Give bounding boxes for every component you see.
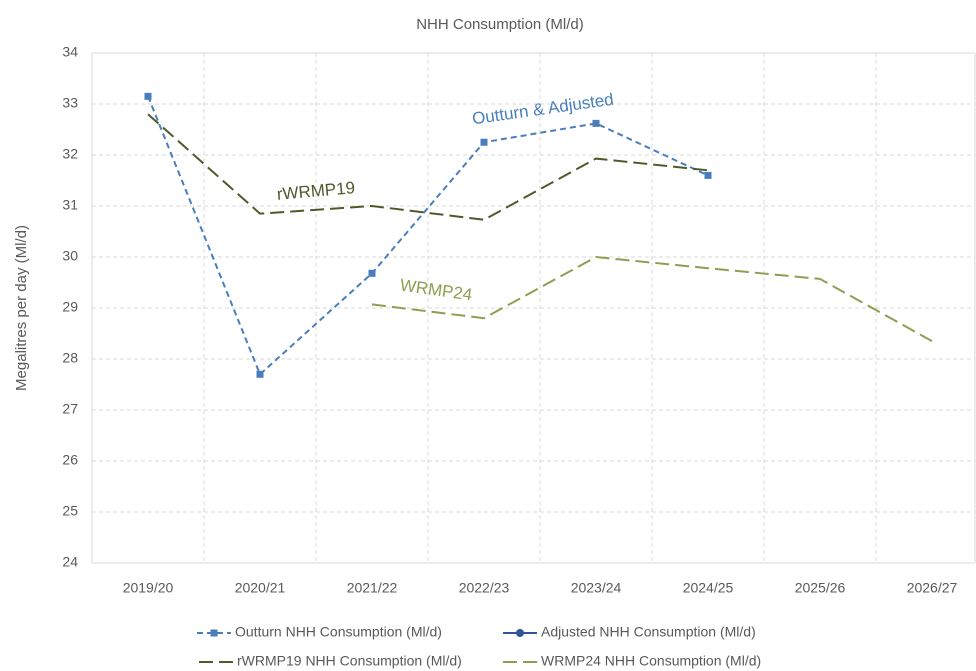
y-tick-label: 32 (62, 146, 78, 162)
x-tick-label: 2023/24 (571, 580, 622, 596)
legend-label: Adjusted NHH Consumption (Ml/d) (541, 624, 756, 640)
x-tick-label: 2019/20 (123, 580, 174, 596)
marker (592, 119, 600, 127)
series-line (147, 113, 709, 221)
marker (256, 370, 264, 378)
chart-title: NHH Consumption (Ml/d) (416, 16, 584, 33)
annotation: rWRMP19 (276, 178, 356, 204)
y-tick-label: 27 (62, 401, 78, 417)
y-tick-label: 31 (62, 197, 78, 213)
legend-label: rWRMP19 NHH Consumption (Ml/d) (237, 653, 462, 669)
marker (704, 171, 712, 179)
legend-label: Outturn NHH Consumption (Ml/d) (235, 624, 442, 640)
y-tick-label: 25 (62, 503, 78, 519)
marker (516, 629, 524, 637)
marker (144, 92, 152, 100)
y-tick-label: 30 (62, 248, 78, 264)
y-tick-label: 34 (62, 44, 78, 60)
annotation: WRMP24 (399, 276, 474, 305)
series-line (371, 255, 933, 343)
x-tick-label: 2022/23 (459, 580, 510, 596)
x-tick-label: 2025/26 (795, 580, 846, 596)
y-tick-label: 24 (62, 554, 78, 570)
marker (480, 138, 488, 146)
y-tick-label: 26 (62, 452, 78, 468)
x-tick-label: 2021/22 (347, 580, 398, 596)
x-tick-label: 2020/21 (235, 580, 286, 596)
y-tick-label: 29 (62, 299, 78, 315)
plot-border (91, 52, 976, 564)
x-tick-label: 2026/27 (907, 580, 958, 596)
marker (210, 629, 218, 637)
marker (368, 269, 376, 277)
y-axis-label: Megalitres per day (Ml/d) (13, 225, 30, 391)
y-tick-label: 33 (62, 95, 78, 111)
y-tick-label: 28 (62, 350, 78, 366)
x-tick-label: 2024/25 (683, 580, 734, 596)
legend-label: WRMP24 NHH Consumption (Ml/d) (541, 653, 761, 669)
